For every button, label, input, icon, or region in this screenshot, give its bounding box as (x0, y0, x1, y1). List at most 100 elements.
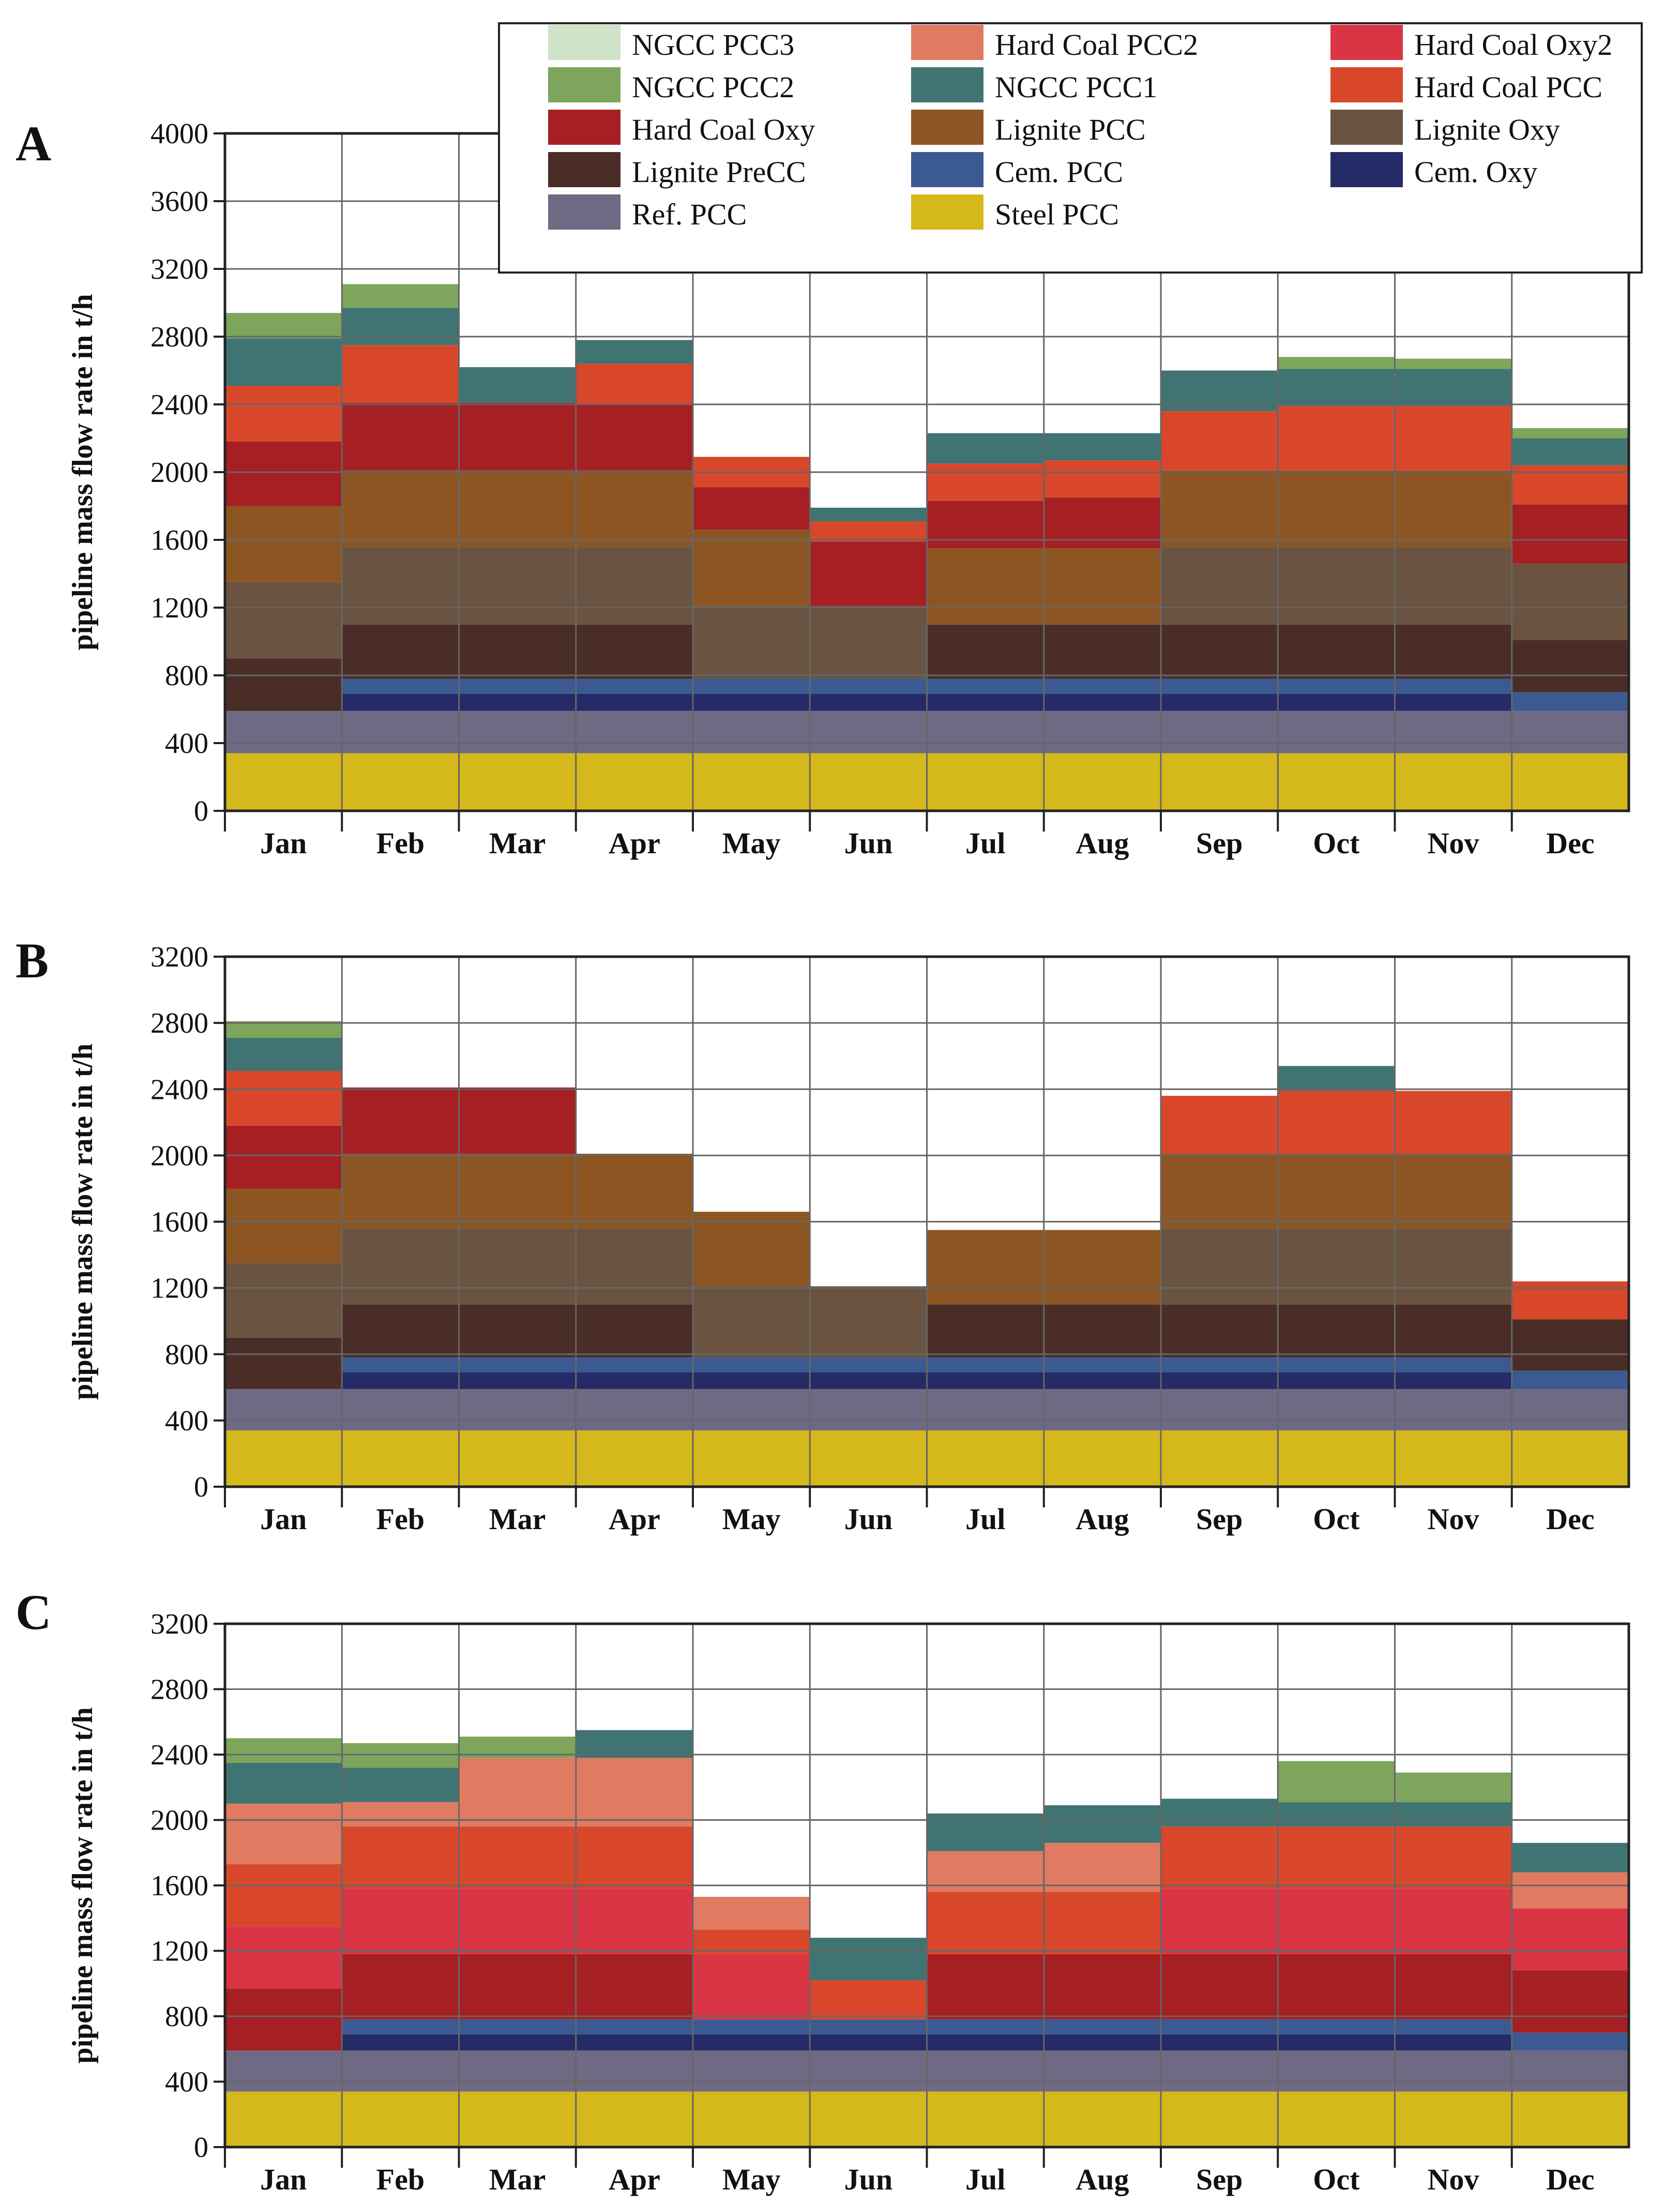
x-tick-label-jul: Jul (965, 2163, 1005, 2196)
y-tick-label: 2800 (150, 1674, 208, 1706)
y-tick-label: 3200 (150, 1608, 208, 1640)
legend-swatch (548, 25, 620, 60)
y-tick-label: 1200 (150, 592, 208, 624)
legend-item-steel: Steel PCC (911, 194, 1119, 231)
x-tick-label-jan: Jan (260, 826, 307, 860)
legend-item-ngcc3: NGCC PCC3 (548, 25, 794, 62)
y-tick-label: 2400 (150, 1074, 208, 1106)
y-tick-label: 2000 (150, 1805, 208, 1837)
panel-letter-b: B (16, 933, 49, 988)
legend-swatch (911, 194, 983, 230)
y-tick-label: 1200 (150, 1273, 208, 1305)
x-tick-label-apr: Apr (609, 826, 660, 860)
legend-label: Lignite PCC (995, 113, 1146, 146)
legend-label: Lignite Oxy (1414, 113, 1560, 146)
x-tick-label-sep: Sep (1196, 2163, 1243, 2196)
legend-label: Steel PCC (995, 198, 1119, 231)
legend-item-cemoxy: Cem. Oxy (1330, 152, 1537, 189)
legend-swatch (548, 110, 620, 145)
panel-letter-c: C (16, 1584, 51, 1640)
y-tick-label: 1600 (150, 1870, 208, 1902)
x-tick-label-nov: Nov (1428, 1502, 1479, 1536)
panel-letter-a: A (16, 116, 51, 171)
y-tick-label: 2800 (150, 1007, 208, 1039)
x-tick-label-mar: Mar (489, 1502, 546, 1536)
x-tick-label-feb: Feb (376, 2163, 425, 2196)
legend-item-ngcc1: NGCC PCC1 (911, 67, 1157, 104)
x-tick-label-mar: Mar (489, 2163, 546, 2196)
x-tick-label-oct: Oct (1313, 826, 1360, 860)
area-ngcc-pcc2 (225, 284, 1629, 508)
y-tick-label: 1600 (150, 524, 208, 556)
x-tick-label-nov: Nov (1428, 826, 1479, 860)
x-tick-label-sep: Sep (1196, 1502, 1243, 1536)
chart-panel-b: 0 400 800 1200 1600 2000 2400 2800 3200 Jan Feb Mar… (16, 933, 1630, 1536)
x-tick-label-jan: Jan (260, 2163, 307, 2196)
x-tick-label-may: May (722, 2163, 781, 2196)
legend-label: Ref. PCC (632, 198, 747, 231)
y-tick-label: 4000 (150, 118, 208, 150)
y-tick-label: 400 (165, 728, 208, 760)
y-axis-label: pipeline mass flow rate in t/h (67, 1707, 99, 2063)
legend-label: NGCC PCC1 (995, 70, 1157, 104)
legend-label: Cem. PCC (995, 155, 1123, 189)
y-axis-label: pipeline mass flow rate in t/h (67, 294, 99, 650)
x-tick-label-apr: Apr (609, 2163, 660, 2196)
y-axis-label: pipeline mass flow rate in t/h (67, 1044, 99, 1400)
y-tick-label: 800 (165, 2001, 208, 2033)
legend-swatch (911, 110, 983, 145)
x-tick-label-feb: Feb (376, 1502, 425, 1536)
legend-label: Lignite PreCC (632, 155, 806, 189)
legend-swatch (1330, 67, 1403, 102)
x-tick-label-jun: Jun (844, 826, 893, 860)
legend-item-ligpcc: Lignite PCC (911, 110, 1146, 146)
legend-swatch (548, 67, 620, 102)
legend-label: NGCC PCC3 (632, 28, 794, 62)
x-tick-label-aug: Aug (1076, 1502, 1129, 1536)
y-tick-label: 3600 (150, 186, 208, 218)
legend-swatch (1330, 152, 1403, 187)
y-tick-label: 0 (194, 2132, 208, 2164)
x-tick-label-mar: Mar (489, 826, 546, 860)
legend-swatch (1330, 25, 1403, 60)
x-tick-label-dec: Dec (1546, 826, 1594, 860)
y-tick-label: 0 (194, 795, 208, 827)
x-tick-label-aug: Aug (1076, 2163, 1129, 2196)
x-tick-label-jul: Jul (965, 1502, 1005, 1536)
x-tick-label-apr: Apr (609, 1502, 660, 1536)
legend-label: Hard Coal Oxy2 (1414, 28, 1612, 62)
legend-item-hcpcc2: Hard Coal PCC2 (911, 25, 1198, 62)
y-tick-label: 800 (165, 660, 208, 692)
x-tick-label-jul: Jul (965, 826, 1005, 860)
legend-item-refpcc: Ref. PCC (548, 194, 747, 231)
y-tick-label: 2400 (150, 389, 208, 421)
legend-swatch (911, 25, 983, 60)
y-tick-label: 1200 (150, 1936, 208, 1968)
x-tick-label-may: May (722, 826, 781, 860)
legend-swatch (548, 152, 620, 187)
y-tick-label: 2000 (150, 457, 208, 489)
y-tick-label: 400 (165, 2066, 208, 2098)
legend-item-hcpcc: Hard Coal PCC (1330, 67, 1602, 104)
legend-swatch (548, 194, 620, 230)
x-tick-label-feb: Feb (376, 826, 425, 860)
x-tick-label-dec: Dec (1546, 1502, 1594, 1536)
x-tick-label-jan: Jan (260, 1502, 307, 1536)
legend-swatch (911, 67, 983, 102)
y-tick-label: 1600 (150, 1206, 208, 1239)
legend-label: NGCC PCC2 (632, 70, 794, 104)
legend-item-cempcc: Cem. PCC (911, 152, 1123, 189)
legend-swatch (911, 152, 983, 187)
legend-item-ligoxy: Lignite Oxy (1330, 110, 1560, 146)
legend: NGCC PCC3 Hard Coal PCC2 Hard Coal Oxy2 NGC… (498, 22, 1643, 274)
y-tick-label: 800 (165, 1339, 208, 1371)
y-tick-label: 2800 (150, 321, 208, 353)
y-tick-label: 400 (165, 1405, 208, 1437)
chart-panel-a: 0 400 800 1200 1600 2000 2400 2800 3200 3600 4000 J… (16, 116, 1630, 860)
y-tick-label: 2000 (150, 1140, 208, 1172)
legend-box (498, 22, 1643, 274)
x-tick-label-may: May (722, 1502, 781, 1536)
y-tick-label: 3200 (150, 941, 208, 973)
legend-label: Cem. Oxy (1414, 155, 1537, 189)
